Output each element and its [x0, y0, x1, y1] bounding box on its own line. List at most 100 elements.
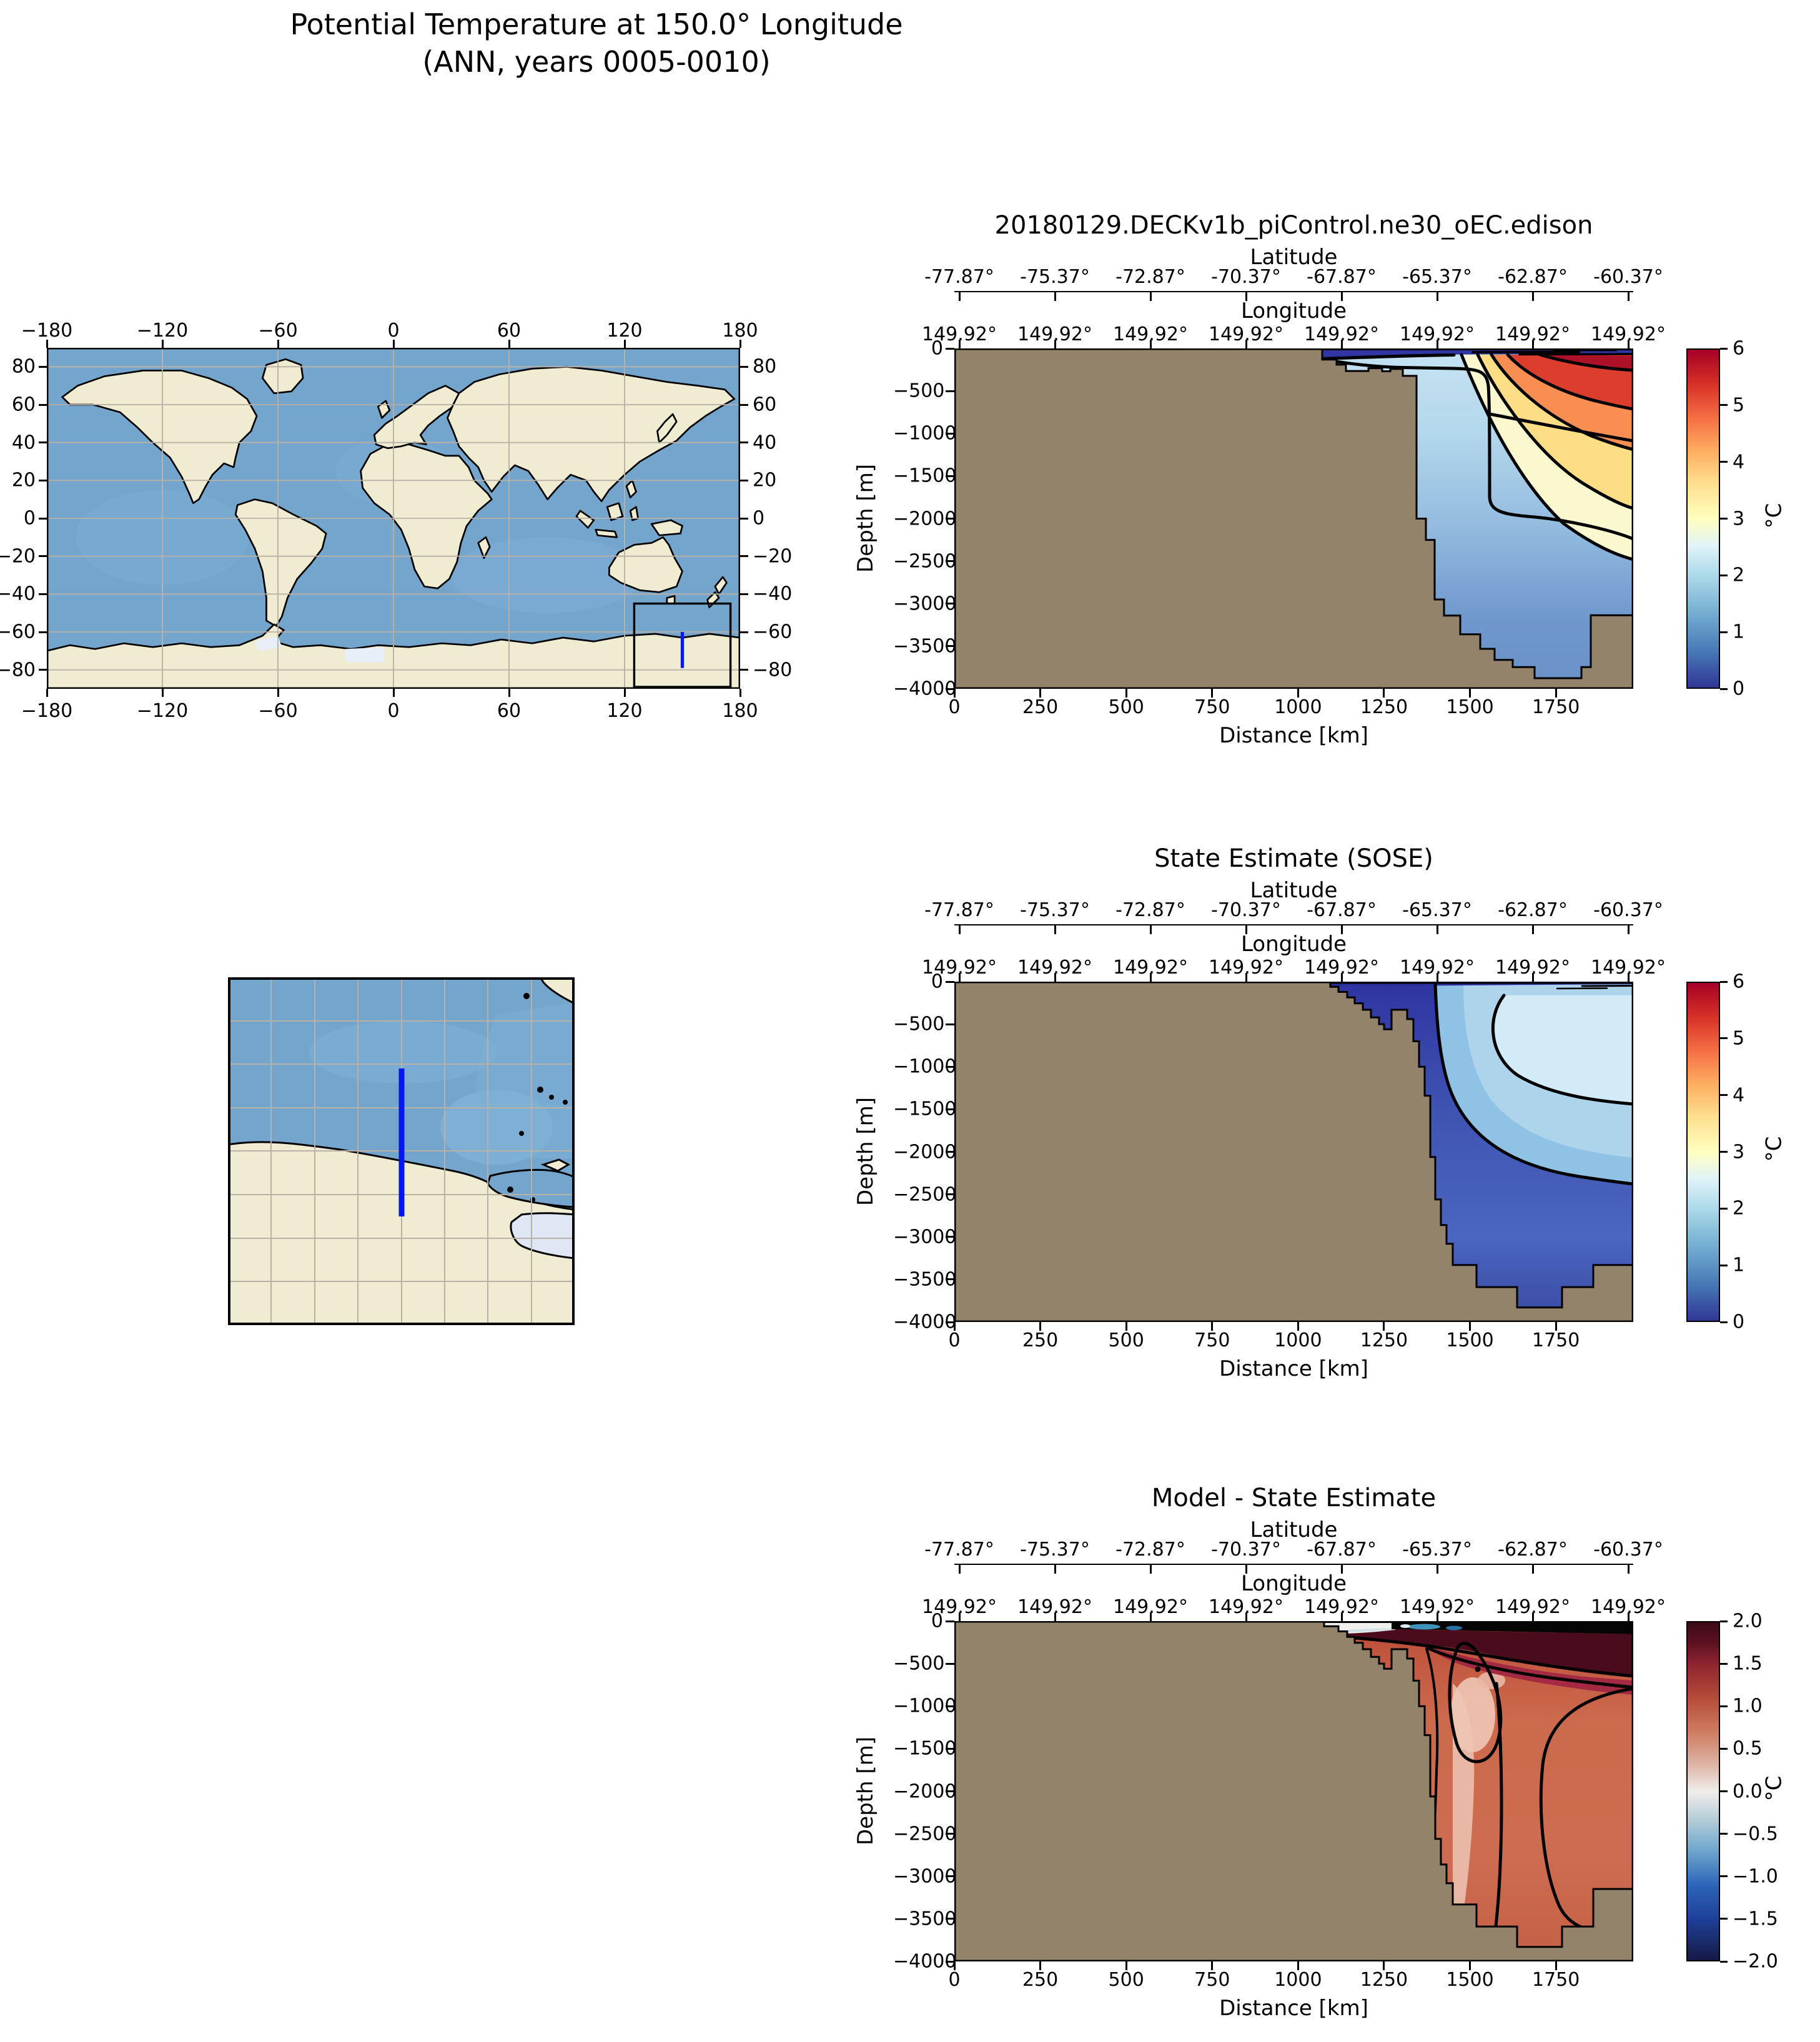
inset-ice-shelf: [510, 1212, 576, 1260]
tick-mark: [1245, 1612, 1247, 1621]
tick-mark: [392, 340, 395, 348]
tick-label: −3000: [893, 1226, 957, 1248]
tick-label: 180: [722, 320, 758, 342]
tick-mark: [740, 517, 748, 520]
tick-mark: [946, 1833, 954, 1835]
tick-mark: [1720, 461, 1728, 463]
tick-mark: [740, 441, 748, 444]
tick-mark: [1149, 1565, 1152, 1574]
tick-label: 500: [1108, 1329, 1144, 1351]
tick-label: -62.87°: [1498, 899, 1568, 921]
tick-mark: [1340, 340, 1343, 348]
tick-label: -65.37°: [1402, 266, 1472, 288]
tick-label: 80: [11, 355, 36, 378]
tick-mark: [39, 517, 47, 520]
tick-mark: [946, 1918, 954, 1920]
tick-mark: [1054, 340, 1056, 348]
tick-label: −4000: [893, 678, 957, 700]
tick-mark: [1340, 1612, 1343, 1621]
longitude-axis-label: Longitude: [1240, 932, 1347, 957]
depth-axis-label: Depth [m]: [853, 1736, 878, 1846]
tick-mark: [946, 688, 954, 690]
tick-mark: [958, 340, 961, 348]
tick-mark: [1436, 1565, 1438, 1574]
tick-label: -70.37°: [1211, 899, 1281, 921]
tick-label: −2500: [893, 550, 957, 573]
tick-label: −500: [893, 1013, 945, 1035]
tick-mark: [740, 403, 748, 406]
tick-label: 60: [11, 393, 36, 416]
latitude-axis-label: Latitude: [1250, 245, 1338, 270]
tick-mark: [946, 560, 954, 563]
tick-label: −60: [0, 621, 36, 643]
tick-mark: [1383, 1322, 1385, 1331]
tick-mark: [740, 631, 748, 633]
tick-mark: [946, 645, 954, 648]
tick-mark: [1720, 1037, 1728, 1040]
latitude-axis-line: [954, 1564, 1633, 1574]
section-difference: Model - State Estimate Latitude -77.87° -…: [831, 1484, 1820, 2040]
tick-label: -60.37°: [1593, 899, 1663, 921]
tick-mark: [946, 1193, 954, 1196]
tick-label: −2000: [893, 1780, 957, 1802]
tick-label: -75.37°: [1020, 266, 1090, 288]
tick-mark: [1436, 292, 1438, 301]
tick-mark: [946, 1023, 954, 1025]
tick-label: 5: [1733, 394, 1745, 417]
world-map-panel: −180 −180 −120 −120 −60 −60 0 0 60 60 120 120 180 180…: [0, 287, 831, 781]
tick-label: -62.87°: [1498, 266, 1568, 288]
tick-label: 1250: [1360, 1969, 1408, 1991]
latitude-ticks: -77.87° -75.37° -72.87° -70.37° -67.87° -65.3…: [924, 899, 1663, 922]
tick-mark: [1383, 689, 1385, 698]
tick-mark: [1555, 1961, 1557, 1970]
tick-mark: [1149, 925, 1152, 934]
section-model: 20180129.DECKv1b_piControl.ne30_oEC.edis…: [831, 211, 1820, 767]
tick-label: −60: [753, 621, 793, 643]
tick-mark: [1054, 925, 1056, 934]
tick-mark: [1720, 1094, 1728, 1097]
tick-label: 40: [11, 432, 36, 454]
tick-label: −1500: [893, 1098, 957, 1120]
tick-label: −2.0: [1733, 1950, 1778, 1973]
inset-gridlines: [228, 977, 575, 1325]
tick-mark: [1039, 1961, 1042, 1970]
inset-map-image: [227, 976, 576, 1326]
colorbar-ticks-difference: 2.0 1.5 1.0 0.5 0.0 −0.5 −1.0 −1.5 −2.0: [1720, 1610, 1820, 1973]
tick-label: 0: [753, 507, 765, 530]
colorbar-ticks-model: 6 5 4 3 2 1 0: [1720, 338, 1820, 700]
tick-mark: [39, 669, 47, 671]
longitude-axis-label: Longitude: [1240, 298, 1347, 323]
tick-mark: [1297, 689, 1299, 698]
tick-label: −3500: [893, 1268, 957, 1291]
tick-mark: [1627, 1612, 1630, 1621]
colorbar-unit: °C: [1761, 1775, 1787, 1802]
tick-mark: [1383, 1961, 1385, 1970]
tick-mark: [946, 1236, 954, 1238]
tick-label: −1000: [893, 1055, 957, 1078]
tick-label: -77.87°: [924, 899, 994, 921]
tick-mark: [1720, 688, 1728, 690]
tick-mark: [1340, 973, 1343, 982]
tick-mark: [1720, 1705, 1728, 1707]
tick-mark: [39, 631, 47, 633]
distance-axis-label: Distance [km]: [1219, 1356, 1368, 1381]
tick-label: 20: [11, 469, 36, 491]
inset-islands: [507, 993, 568, 1202]
tick-mark: [1149, 973, 1152, 982]
tick-mark: [1555, 689, 1557, 698]
tick-label: 60: [497, 700, 522, 722]
tick-mark: [39, 365, 47, 368]
tick-label: −80: [753, 659, 793, 681]
tick-mark: [1436, 973, 1438, 982]
tick-mark: [740, 365, 748, 368]
tick-mark: [1436, 925, 1438, 934]
tick-mark: [740, 555, 748, 558]
tick-label: −1000: [893, 1695, 957, 1717]
tick-mark: [1297, 1961, 1299, 1970]
tick-label: -67.87°: [1307, 899, 1377, 921]
tick-mark: [740, 669, 748, 671]
tick-label: 6: [1733, 970, 1745, 993]
tick-label: 0: [1733, 678, 1745, 700]
tick-mark: [1039, 1322, 1042, 1331]
tick-label: 0: [931, 970, 943, 993]
